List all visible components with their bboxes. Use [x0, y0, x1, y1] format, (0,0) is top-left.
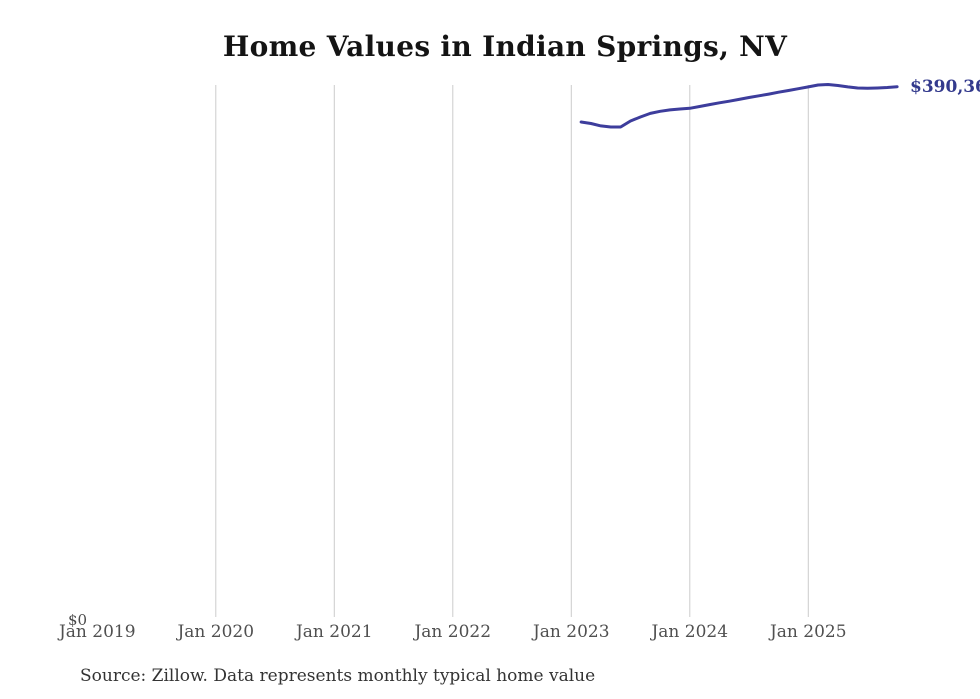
x-tick-label: Jan 2025: [769, 622, 847, 642]
x-tick-label: Jan 2020: [177, 622, 255, 642]
x-tick-label: Jan 2021: [295, 622, 373, 642]
end-value-label: $390,365: [910, 77, 980, 97]
x-tick-label: Jan 2024: [651, 622, 729, 642]
y-zero-label: $0: [68, 611, 88, 629]
gridlines: [215, 85, 809, 617]
x-tick-label: Jan 2019: [58, 622, 136, 642]
home-value-line: [579, 83, 899, 129]
chart-title: Home Values in Indian Springs, NV: [222, 30, 788, 63]
source-note: Source: Zillow. Data represents monthly …: [80, 666, 596, 686]
x-tick-label: Jan 2022: [414, 622, 492, 642]
x-tick-label: Jan 2023: [532, 622, 610, 642]
